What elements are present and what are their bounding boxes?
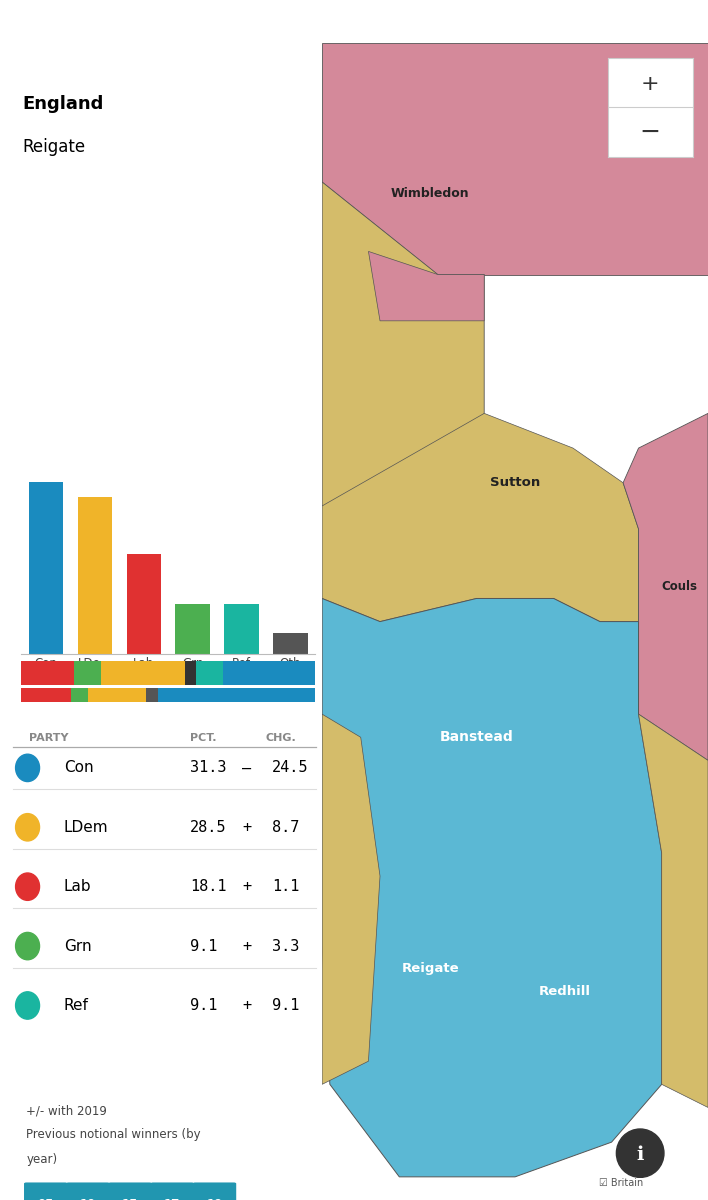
Text: Con: Con xyxy=(64,761,93,775)
Text: 31.3: 31.3 xyxy=(190,761,227,775)
Text: Couls: Couls xyxy=(662,581,697,593)
Bar xyxy=(127,554,161,654)
Text: Wimbledon: Wimbledon xyxy=(391,187,469,200)
Text: ☑ Britain: ☑ Britain xyxy=(599,1177,644,1188)
Text: ℹ: ℹ xyxy=(636,1145,644,1164)
Polygon shape xyxy=(322,599,662,1177)
Bar xyxy=(158,688,322,702)
Bar xyxy=(176,604,210,654)
Text: 1.1: 1.1 xyxy=(272,880,299,894)
Text: Ref: Ref xyxy=(64,998,88,1013)
Text: 24.5: 24.5 xyxy=(272,761,308,775)
Polygon shape xyxy=(639,714,708,1108)
Bar xyxy=(223,661,315,685)
Polygon shape xyxy=(623,413,708,761)
Polygon shape xyxy=(322,182,484,506)
Text: PCT.: PCT. xyxy=(190,732,217,743)
Text: Tooti: Tooti xyxy=(612,106,646,119)
FancyBboxPatch shape xyxy=(193,1182,236,1200)
FancyBboxPatch shape xyxy=(108,1182,152,1200)
Bar xyxy=(78,497,112,654)
Bar xyxy=(147,688,158,702)
Text: Banstead: Banstead xyxy=(440,731,513,744)
Text: 8.7: 8.7 xyxy=(272,820,299,835)
Text: −: − xyxy=(639,120,661,144)
Bar xyxy=(72,688,88,702)
Bar xyxy=(21,661,74,685)
Bar xyxy=(88,688,147,702)
Bar xyxy=(28,481,63,654)
Bar xyxy=(273,632,308,654)
Text: +: + xyxy=(242,820,251,835)
Text: ×: × xyxy=(670,12,687,31)
Text: Grn: Grn xyxy=(64,938,91,954)
Text: 19: 19 xyxy=(206,1198,223,1200)
Text: +: + xyxy=(242,880,251,894)
Text: Redhill: Redhill xyxy=(539,985,591,998)
Circle shape xyxy=(16,754,40,781)
Text: 05: 05 xyxy=(38,1198,54,1200)
Text: 9.1: 9.1 xyxy=(272,998,299,1013)
Text: –: – xyxy=(242,761,251,775)
Text: +: + xyxy=(641,74,659,95)
Text: 3.3: 3.3 xyxy=(272,938,299,954)
Bar xyxy=(185,661,196,685)
Text: Lab: Lab xyxy=(64,880,91,894)
Text: +: + xyxy=(242,998,251,1013)
Polygon shape xyxy=(368,252,484,320)
Text: England: England xyxy=(23,95,104,113)
Circle shape xyxy=(16,932,40,960)
Text: 28.5: 28.5 xyxy=(190,820,227,835)
Circle shape xyxy=(16,814,40,841)
Text: 15: 15 xyxy=(122,1198,138,1200)
Polygon shape xyxy=(322,43,708,275)
Text: Reigate: Reigate xyxy=(23,138,86,156)
Text: 18.1: 18.1 xyxy=(190,880,227,894)
Text: LDem: LDem xyxy=(64,820,108,835)
Text: 9.1: 9.1 xyxy=(190,938,217,954)
Polygon shape xyxy=(322,714,380,1085)
Text: PARTY: PARTY xyxy=(29,732,69,743)
Circle shape xyxy=(16,872,40,900)
Text: Reigate: Reigate xyxy=(401,962,459,976)
FancyBboxPatch shape xyxy=(151,1182,194,1200)
Bar xyxy=(224,604,258,654)
Circle shape xyxy=(617,1129,664,1177)
Text: 10: 10 xyxy=(80,1198,96,1200)
Polygon shape xyxy=(322,413,639,622)
FancyBboxPatch shape xyxy=(24,1182,67,1200)
Text: +/- with 2019: +/- with 2019 xyxy=(26,1105,108,1118)
Bar xyxy=(101,661,185,685)
Text: Previous notional winners (by: Previous notional winners (by xyxy=(26,1128,201,1141)
Text: Sutton: Sutton xyxy=(490,476,540,490)
Circle shape xyxy=(16,991,40,1019)
Bar xyxy=(196,661,223,685)
Text: CHG.: CHG. xyxy=(266,732,296,743)
Text: Con hold: Con hold xyxy=(21,12,110,30)
Text: year): year) xyxy=(26,1153,57,1166)
Bar xyxy=(74,661,101,685)
Text: +: + xyxy=(242,938,251,954)
FancyBboxPatch shape xyxy=(67,1182,110,1200)
Text: 17: 17 xyxy=(164,1198,181,1200)
Bar xyxy=(21,688,72,702)
Text: 9.1: 9.1 xyxy=(190,998,217,1013)
